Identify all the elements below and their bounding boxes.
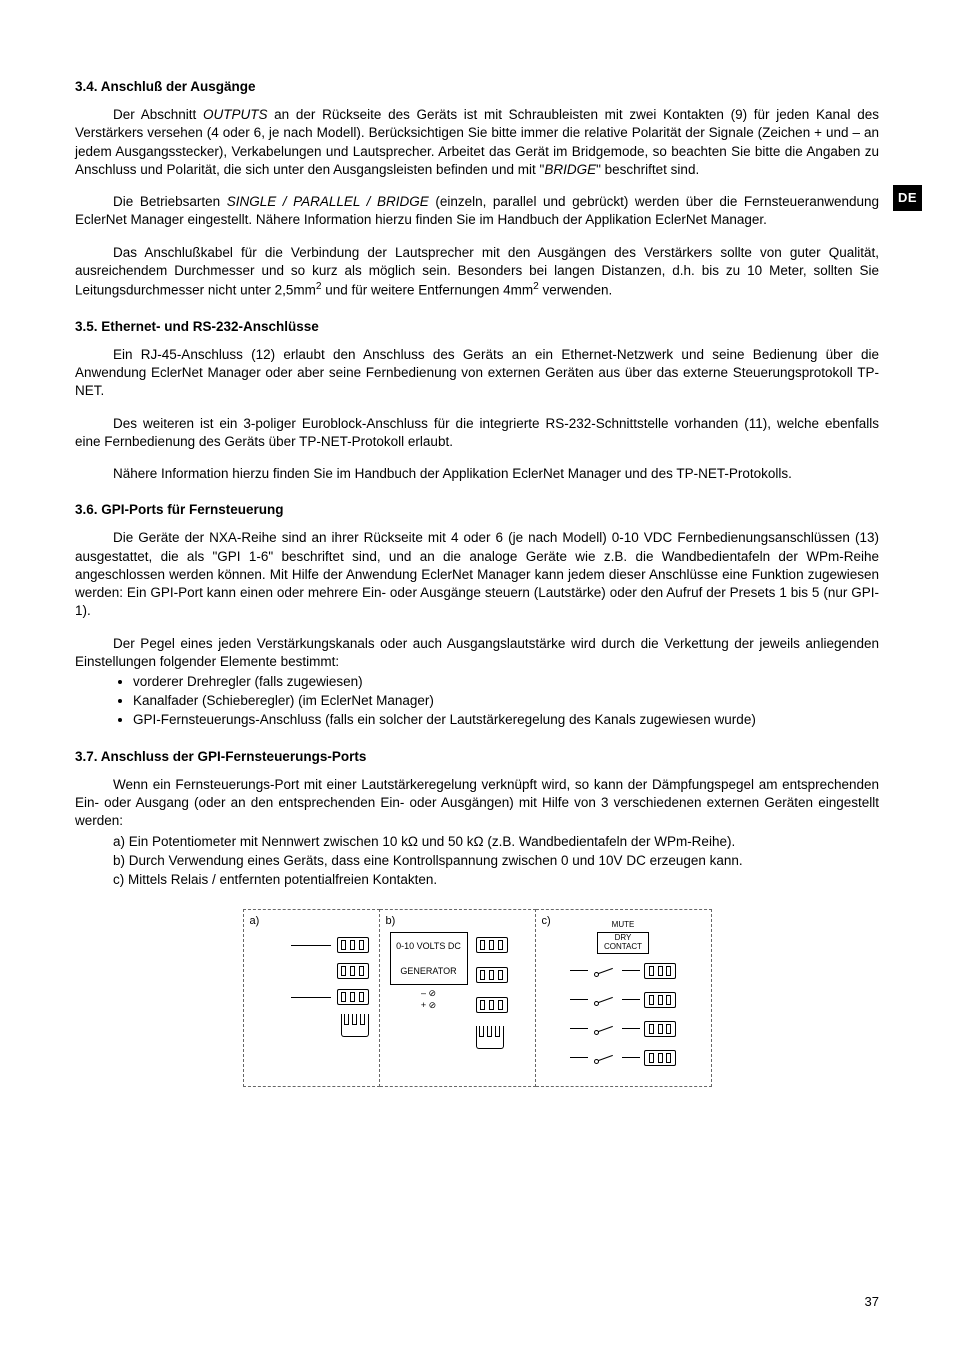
text: Die Betriebsarten [113, 194, 227, 209]
plus-label: + [421, 1000, 426, 1010]
outputs-label: OUTPUTS [203, 107, 268, 122]
generator-box: 0-10 VOLTS DC GENERATOR [390, 932, 468, 985]
s34-p3: Das Anschlußkabel für die Verbindung der… [75, 244, 879, 300]
list-item: a) Ein Potentiometer mit Nennwert zwisch… [113, 833, 879, 851]
s35-p3: Nähere Information hierzu finden Sie im … [75, 465, 879, 483]
connector-icon [476, 967, 508, 983]
text: Die Geräte der NXA-Reihe sind an ihrer R… [75, 530, 879, 618]
heading-3-7: 3.7. Anschluss der GPI-Fernsteuerungs-Po… [75, 748, 879, 766]
minus-label: – [421, 988, 426, 998]
text: Der Abschnitt [113, 107, 203, 122]
terminal-labels: – ⊘+ ⊘ [390, 987, 468, 1011]
modes-label: SINGLE / PARALLEL / BRIDGE [227, 194, 429, 209]
page-number: 37 [865, 1293, 879, 1311]
connector-icon [644, 1021, 676, 1037]
text: verwenden. [539, 282, 613, 297]
list-item: vorderer Drehregler (falls zugewiesen) [133, 673, 879, 691]
panel-label-c: c) [542, 914, 551, 929]
relay-icon [592, 967, 618, 975]
relay-icon [592, 996, 618, 1004]
s36-bullet-list: vorderer Drehregler (falls zugewiesen) K… [75, 673, 879, 730]
s35-p2: Des weiteren ist ein 3-poliger Euroblock… [75, 415, 879, 451]
connector-icon [476, 997, 508, 1013]
connector-icon [337, 989, 369, 1005]
list-item: b) Durch Verwendung eines Geräts, dass e… [113, 852, 879, 870]
connection-diagram: a) b) 0-10 VOLTS DC GENERATOR – ⊘+ ⊘ [75, 909, 879, 1086]
list-item: Kanalfader (Schieberegler) (im EclerNet … [133, 692, 879, 710]
s36-p1: Die Geräte der NXA-Reihe sind an ihrer R… [75, 529, 879, 620]
heading-3-4: 3.4. Anschluß der Ausgänge [75, 78, 879, 96]
diagram-panel-b: b) 0-10 VOLTS DC GENERATOR – ⊘+ ⊘ [380, 909, 536, 1086]
diagram-panel-a: a) [243, 909, 380, 1086]
relay-icon [592, 1054, 618, 1062]
bridge-label: BRIDGE [544, 162, 596, 177]
heading-3-6: 3.6. GPI-Ports für Fernsteuerung [75, 501, 879, 519]
relay-icon [592, 1025, 618, 1033]
connector-icon [644, 992, 676, 1008]
s37-p1: Wenn ein Fernsteuerungs-Port mit einer L… [75, 776, 879, 831]
text: GENERATOR [393, 964, 465, 978]
list-item: c) Mittels Relais / entfernten potential… [113, 871, 879, 889]
diagram-panel-c: c) MUTE DRY CONTACT [536, 909, 712, 1086]
mute-label: MUTE [546, 920, 701, 931]
potentiometer-icon [341, 1014, 369, 1037]
connector-icon [476, 937, 508, 953]
panel-label-a: a) [250, 914, 260, 929]
s34-p1: Der Abschnitt OUTPUTS an der Rückseite d… [75, 106, 879, 179]
connector-icon [337, 963, 369, 979]
connector-icon [644, 963, 676, 979]
dry-contact-box: DRY CONTACT [597, 932, 649, 954]
heading-3-5: 3.5. Ethernet- und RS-232-Anschlüsse [75, 318, 879, 336]
potentiometer-icon [476, 1026, 504, 1049]
list-item: GPI-Fernsteuerungs-Anschluss (falls ein … [133, 711, 879, 729]
s36-p2: Der Pegel eines jeden Verstärkungskanals… [75, 635, 879, 671]
connector-icon [337, 937, 369, 953]
s34-p2: Die Betriebsarten SINGLE / PARALLEL / BR… [75, 193, 879, 229]
s37-options: a) Ein Potentiometer mit Nennwert zwisch… [75, 833, 879, 890]
connector-icon [644, 1050, 676, 1066]
s35-p1: Ein RJ-45-Anschluss (12) erlaubt den Ans… [75, 346, 879, 401]
language-badge: DE [893, 185, 922, 211]
text: " beschriftet sind. [596, 162, 699, 177]
panel-label-b: b) [386, 914, 396, 929]
text: 0-10 VOLTS DC [393, 939, 465, 953]
text: und für weitere Entfernungen 4mm [322, 282, 534, 297]
